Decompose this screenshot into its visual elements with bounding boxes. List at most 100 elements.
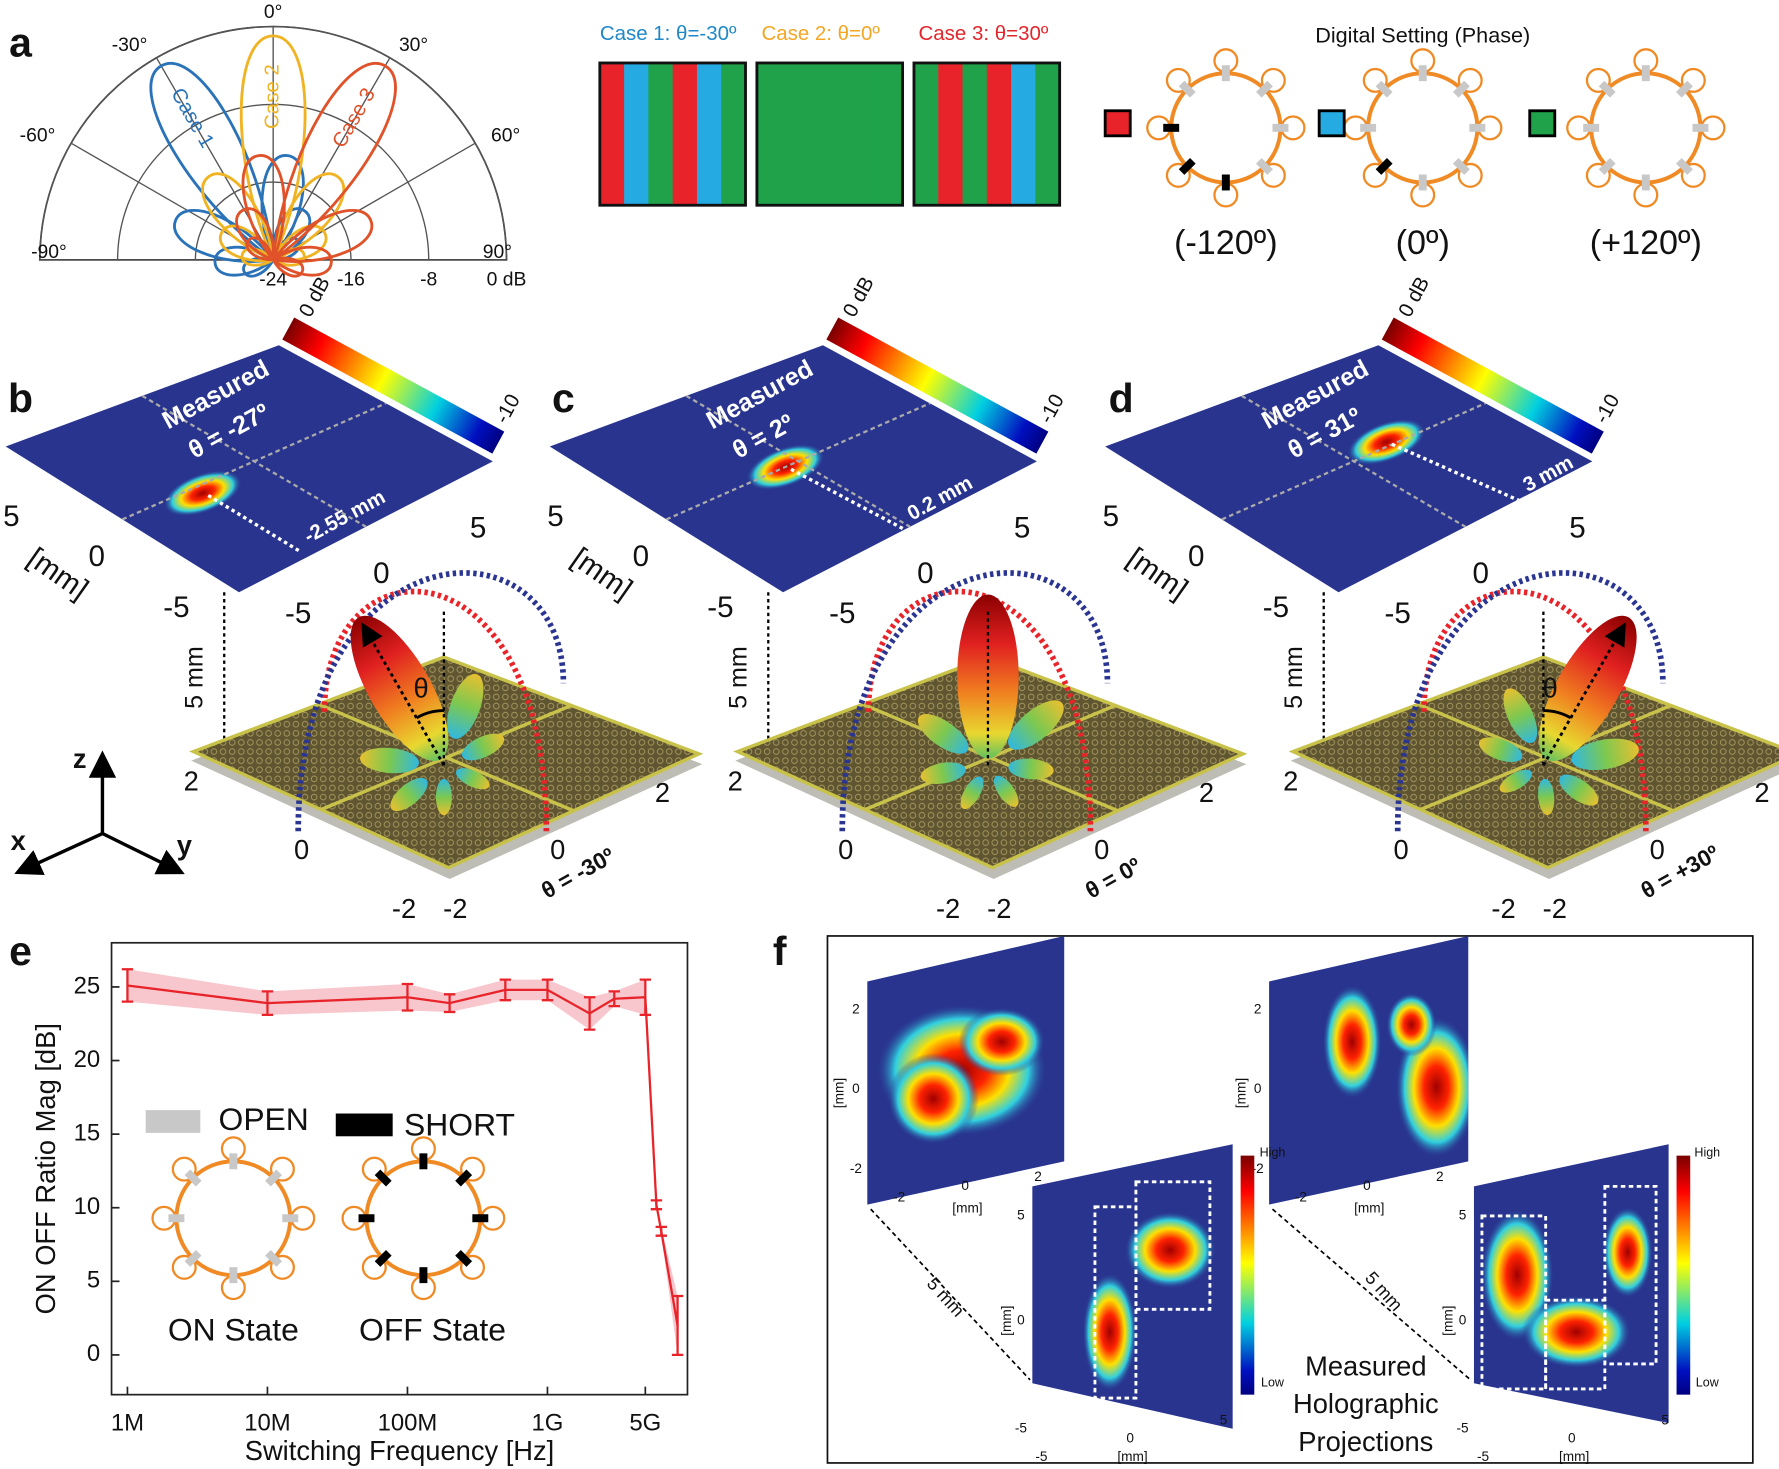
state-swatch — [1528, 109, 1557, 138]
caption-line: Projections — [1298, 1426, 1433, 1457]
stripe — [829, 62, 855, 206]
error-bar — [639, 978, 652, 1017]
side-lobe — [1478, 737, 1523, 763]
error-band — [127, 969, 678, 1355]
switch — [1641, 174, 1650, 191]
stripe — [696, 62, 722, 206]
side-lobe — [390, 777, 428, 812]
holo-tick-label: 0 — [1459, 1312, 1467, 1327]
colorbar-label: 0 dB — [294, 273, 334, 321]
holo-tick-label: 2 — [1034, 1169, 1042, 1184]
lobe — [240, 247, 275, 267]
stripe — [1011, 62, 1036, 206]
axis-name: z — [73, 743, 87, 774]
plate-tick-label: 0 — [1094, 834, 1109, 865]
target-outline — [1544, 1298, 1607, 1391]
plate-tick-label: 0 — [294, 834, 309, 865]
stripe — [913, 62, 939, 206]
colorbar-fill — [1381, 317, 1604, 454]
axis-name: y — [177, 829, 193, 860]
y-tick-label: 10 — [74, 1193, 101, 1220]
map-unit: [mm] — [566, 541, 639, 606]
x-tick-label: 100M — [378, 1410, 438, 1437]
holo-tick-label: -2 — [850, 1161, 862, 1176]
holo-unit: [mm] — [1559, 1449, 1589, 1464]
map-tick-label: -5 — [1385, 597, 1411, 630]
target-outline — [1603, 1184, 1658, 1366]
holo-unit: [mm] — [832, 1078, 847, 1108]
y-axis-label: ON OFF Ratio Mag [dB] — [30, 1023, 61, 1314]
holo-blob — [1602, 1206, 1653, 1298]
stripe — [756, 62, 782, 206]
plate-tick-label: 2 — [655, 777, 670, 808]
depth-label: 5 mm — [923, 1274, 968, 1321]
holo-image — [1032, 1144, 1233, 1429]
switch — [358, 1214, 375, 1223]
offset-line — [790, 467, 906, 532]
side-lobe — [1571, 738, 1639, 771]
case-title: Case 2: θ=0º — [761, 22, 880, 45]
switch — [1676, 158, 1693, 175]
holo-blob — [1521, 1295, 1632, 1369]
x-tick-label: 10M — [244, 1410, 290, 1437]
holo-blob — [958, 1007, 1045, 1076]
angle-arc — [415, 709, 444, 720]
side-lobe — [1538, 778, 1555, 816]
plate-tick-label: -2 — [1491, 893, 1515, 924]
holo-tick-label: -5 — [1015, 1420, 1028, 1435]
plate — [733, 655, 1248, 870]
colorbar-label: High — [1260, 1146, 1286, 1160]
side-lobe — [1008, 758, 1054, 780]
switch — [1163, 123, 1180, 132]
switch — [1598, 80, 1616, 98]
holo-tick-label: 0 — [1126, 1431, 1134, 1446]
plate-tick-label: 2 — [1283, 766, 1298, 797]
lobe — [271, 172, 346, 262]
y-tick-label: 20 — [74, 1046, 101, 1073]
switch — [1221, 174, 1230, 191]
switch — [1272, 123, 1289, 132]
holo-blob — [1082, 1272, 1138, 1392]
error-bar — [499, 978, 512, 1002]
angle-tick-label: 90° — [483, 241, 512, 263]
angle-tick-label: -60° — [20, 124, 56, 146]
holo-tick-label: 5 — [1017, 1208, 1025, 1223]
legend-label: OPEN — [219, 1101, 309, 1137]
angle-tick-label: 60° — [491, 124, 520, 146]
lobe — [239, 34, 307, 261]
stripe — [962, 62, 988, 206]
caption-line: Measured — [1305, 1351, 1426, 1382]
lobe — [272, 245, 333, 277]
colorbar-fill — [826, 317, 1049, 454]
switch — [1452, 158, 1470, 175]
switch — [1469, 123, 1486, 132]
depth-guide — [870, 1208, 1031, 1381]
radial-tick-label: 0 dB — [487, 268, 527, 290]
stripe — [878, 62, 904, 206]
switch — [419, 1267, 428, 1284]
map-guide — [121, 402, 387, 521]
holo-tick-label: -2 — [1295, 1189, 1307, 1204]
map-guide — [1221, 402, 1486, 521]
angle-tick-label: -90° — [31, 241, 67, 263]
open-swatch — [145, 1110, 201, 1133]
switch — [229, 1267, 238, 1284]
map-unit: [mm] — [1121, 541, 1194, 606]
holo-blob — [1322, 984, 1382, 1099]
heatmap — [5, 345, 493, 593]
radial-tick-label: -16 — [337, 268, 365, 290]
plate-tick-label: 0 — [1650, 834, 1665, 865]
map-tick-label: 5 — [1103, 500, 1119, 533]
error-bar — [541, 978, 554, 1002]
map-tick-label: 0 — [633, 540, 649, 573]
holo-colorbar — [1240, 1155, 1255, 1395]
map-tick-label: -5 — [707, 591, 733, 624]
map-tick-label: 5 — [470, 511, 486, 544]
map-tick-label: 5 — [1569, 511, 1585, 544]
colorbar-label: -10 — [1035, 390, 1069, 427]
switch — [265, 1169, 283, 1187]
map-tick-label: 0 — [89, 540, 105, 573]
map-tick-label: 5 — [3, 500, 19, 533]
